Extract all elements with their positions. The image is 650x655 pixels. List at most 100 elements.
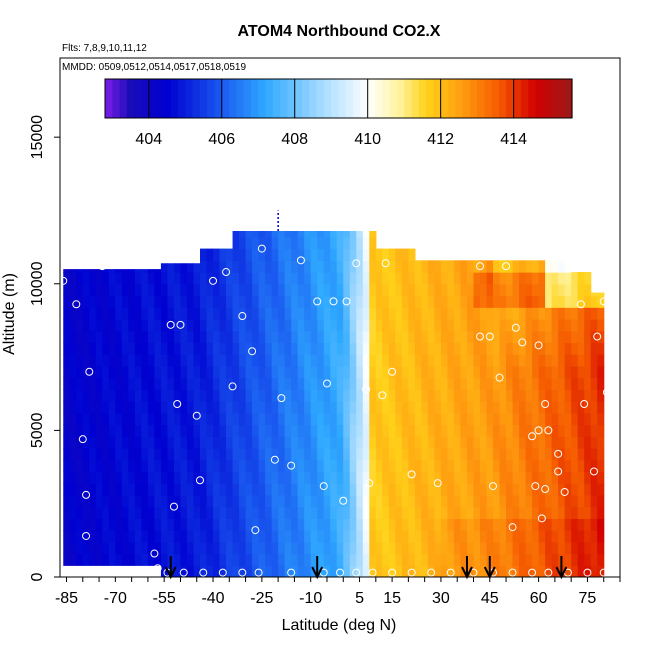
field-cell — [258, 283, 266, 297]
field-cell — [258, 530, 266, 543]
field-cell — [108, 377, 116, 390]
field-cell — [466, 459, 475, 473]
field-cell — [258, 377, 266, 390]
field-cell — [375, 424, 383, 437]
field-cell — [206, 365, 214, 379]
sample-point — [599, 297, 608, 306]
field-cell — [395, 530, 403, 543]
field-cell — [545, 541, 553, 555]
field-cell — [577, 330, 585, 344]
mmdd-label: MMDD: 0509,0512,0514,0517,0518,0519 — [62, 62, 246, 73]
field-cell — [590, 307, 598, 320]
field-cell — [226, 530, 234, 543]
field-cell — [453, 283, 462, 297]
field-cell — [323, 318, 331, 332]
field-cell — [180, 412, 188, 426]
field-cell — [180, 541, 188, 555]
field-cell — [278, 377, 286, 390]
field-cell — [206, 565, 214, 577]
field-cell — [558, 401, 566, 414]
field-cell — [343, 459, 351, 473]
field-cell — [577, 530, 585, 543]
field-cell — [154, 447, 162, 461]
field-cell — [167, 424, 175, 437]
field-cell — [95, 494, 103, 508]
sample-point — [150, 549, 159, 558]
field-cell — [453, 447, 462, 461]
field-cell — [545, 530, 553, 543]
field-cell — [95, 518, 103, 531]
field-cell — [447, 506, 455, 519]
colorbar-segment — [163, 79, 172, 118]
field-cell — [382, 541, 390, 555]
field-cell — [141, 269, 149, 273]
sample-point — [362, 385, 371, 394]
field-cell — [525, 530, 533, 543]
field-cell — [121, 459, 129, 473]
field-cell — [336, 459, 344, 473]
field-cell — [375, 365, 383, 379]
field-cell — [558, 354, 566, 367]
colorbar-segment — [404, 79, 413, 118]
field-cell — [141, 506, 149, 519]
field-cell — [545, 260, 553, 273]
field-cell — [388, 283, 396, 297]
field-cell — [532, 436, 540, 449]
field-cell — [291, 401, 299, 414]
field-cell — [577, 459, 585, 473]
field-cell — [82, 494, 90, 508]
field-cell — [356, 307, 364, 320]
field-cell — [265, 389, 273, 402]
field-cell — [551, 295, 559, 308]
field-cell — [226, 295, 234, 308]
field-cell — [180, 424, 188, 437]
field-cell — [356, 401, 364, 414]
field-cell — [447, 401, 455, 414]
field-cell — [440, 436, 449, 449]
field-cell — [408, 248, 416, 261]
field-cell — [82, 518, 90, 531]
field-cell — [271, 518, 279, 531]
field-cell — [134, 447, 142, 461]
field-cell — [95, 365, 103, 379]
field-cell — [369, 248, 377, 261]
field-cell — [160, 412, 169, 426]
field-cell — [134, 377, 142, 390]
field-cell — [434, 565, 442, 577]
field-cell — [121, 377, 129, 390]
field-cell — [571, 447, 579, 461]
field-cell — [388, 530, 396, 543]
field-cell — [76, 377, 84, 390]
field-cell — [558, 283, 566, 297]
sample-point — [589, 467, 598, 476]
field-cell — [408, 436, 416, 449]
field-cell — [597, 530, 605, 543]
field-cell — [473, 506, 481, 519]
field-cell — [597, 506, 605, 519]
field-cell — [115, 354, 123, 367]
sample-point — [238, 312, 247, 321]
field-cell — [200, 330, 208, 344]
field-cell — [291, 436, 299, 449]
field-cell — [297, 295, 305, 308]
field-cell — [134, 389, 142, 402]
field-cell — [232, 518, 240, 531]
field-cell — [493, 401, 501, 414]
field-cell — [180, 436, 188, 449]
field-cell — [414, 412, 422, 426]
field-cell — [480, 401, 488, 414]
colorbar-segment — [243, 79, 252, 118]
field-cell — [173, 494, 182, 508]
field-cell — [512, 377, 520, 390]
field-cell — [297, 307, 305, 320]
field-cell — [349, 283, 357, 297]
field-cell — [558, 424, 566, 437]
field-cell — [82, 553, 90, 566]
field-cell — [213, 354, 221, 367]
field-cell — [206, 553, 214, 566]
field-cell — [375, 260, 383, 273]
field-cell — [564, 330, 572, 344]
field-cell — [121, 530, 129, 543]
field-cell — [369, 272, 377, 285]
field-cell — [154, 283, 162, 297]
